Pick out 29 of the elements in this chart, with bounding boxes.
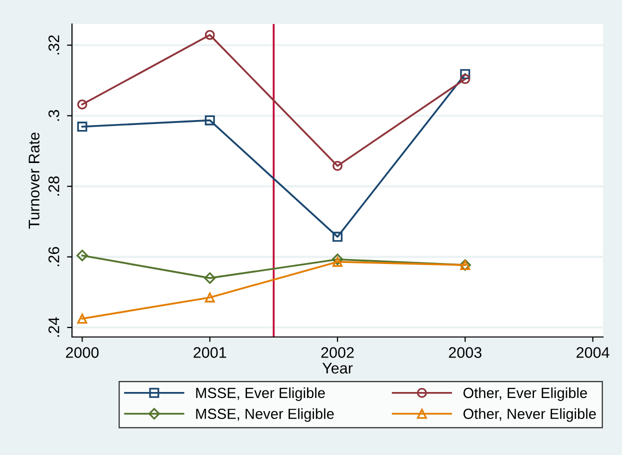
point xyxy=(77,99,88,110)
y-tick-label: .26 xyxy=(48,246,60,266)
x-tick-label: 2002 xyxy=(321,347,354,358)
legend-label: MSSE, Ever Eligible xyxy=(196,387,325,401)
y-tick-label: .24 xyxy=(48,317,60,337)
x-axis-title: Year xyxy=(322,362,353,374)
legend-label: MSSE, Never Eligible xyxy=(196,408,334,422)
y-tick-label: .3 xyxy=(48,110,60,121)
point xyxy=(332,160,342,171)
point xyxy=(77,122,88,132)
point xyxy=(460,74,470,84)
legend-label: Other, Ever Eligible xyxy=(463,387,587,401)
point xyxy=(76,250,88,262)
y-tick-label: .32 xyxy=(48,35,60,54)
x-tick-label: 2000 xyxy=(66,347,99,358)
x-tick-label: 2003 xyxy=(448,347,482,358)
point xyxy=(77,314,88,324)
x-tick-label: 2001 xyxy=(194,347,226,358)
point xyxy=(204,115,215,126)
x-tick-label: 2004 xyxy=(576,347,610,358)
point xyxy=(204,272,216,284)
point xyxy=(204,30,215,40)
point xyxy=(204,292,215,302)
legend-label: Other, Never Eligible xyxy=(463,408,596,422)
point xyxy=(332,256,342,267)
y-tick-label: .28 xyxy=(48,176,60,196)
y-axis-title: Turnover Rate xyxy=(28,132,40,229)
point xyxy=(332,232,342,242)
point xyxy=(460,69,470,80)
